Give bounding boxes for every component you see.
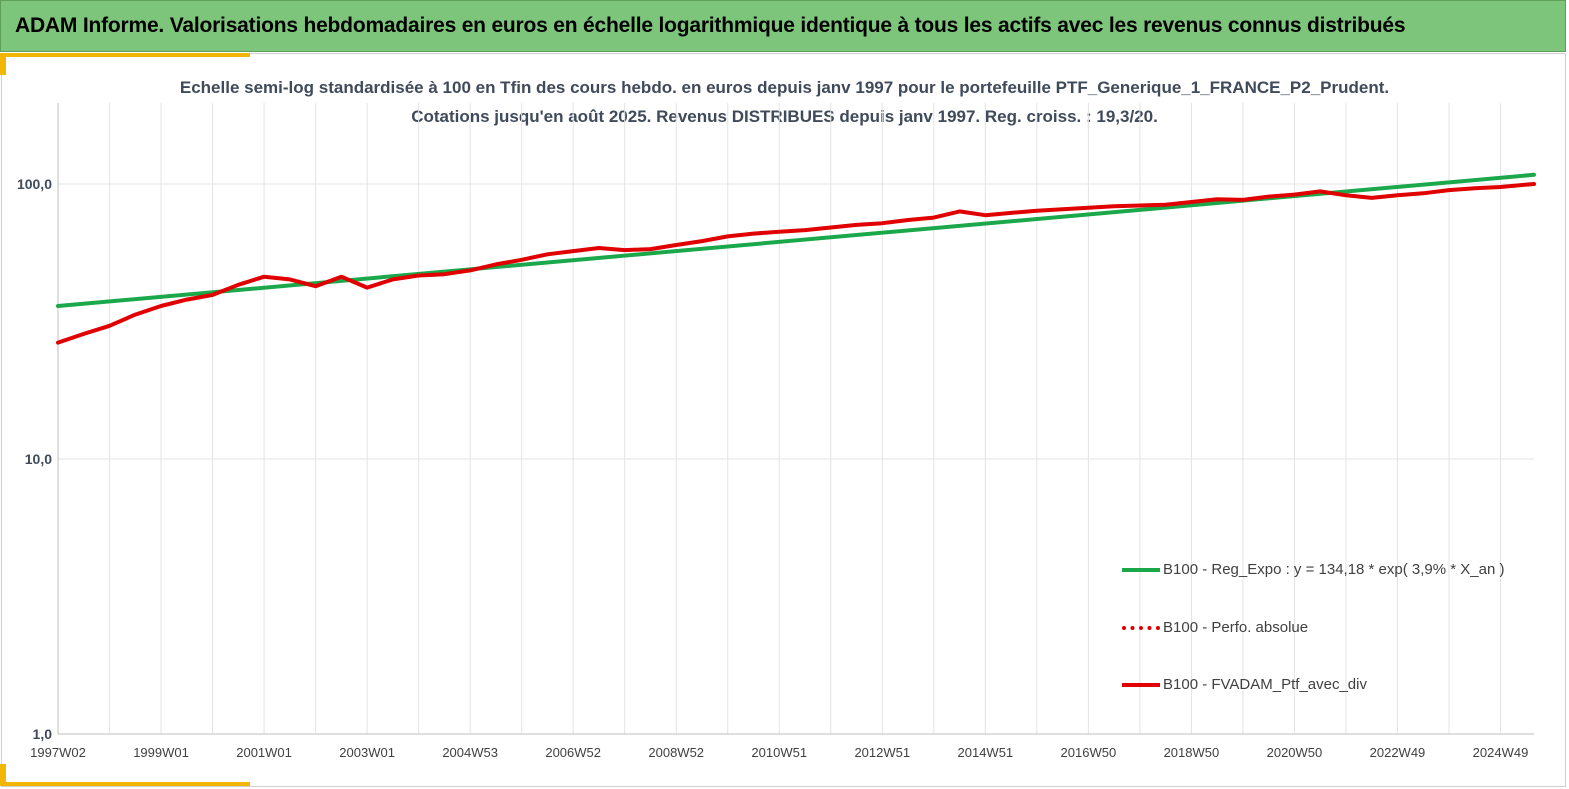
accent-bar-top-vertical [0,53,6,75]
series-line-2 [56,182,1536,345]
chart-grid [57,103,1534,735]
legend-label-portfolio: B100 - FVADAM_Ptf_avec_div [1163,676,1367,693]
y-tick-label: 1,0 [33,726,53,742]
x-tick-label: 2004W53 [442,745,498,760]
legend-swatch-regression [1122,568,1160,572]
legend-swatch-perfo-absolue [1122,626,1160,630]
series-line-0 [56,172,1536,308]
x-tick-label: 2006W52 [545,745,601,760]
chart-series [56,172,1536,345]
chart-title: Echelle semi-log standardisée à 100 en T… [179,78,1390,97]
chart-frame [1,53,1566,787]
x-tick-label: 2022W49 [1370,745,1426,760]
y-tick-label: 100,0 [17,176,52,192]
x-tick-label: 2024W49 [1473,745,1529,760]
chart-subtitle: Cotations jusqu'en août 2025. Revenus DI… [411,107,1158,126]
x-tick-label: 2016W50 [1061,745,1117,760]
x-tick-label: 2012W51 [854,745,910,760]
legend-label-regression: B100 - Reg_Expo : y = 134,18 * exp( 3,9%… [1163,561,1505,578]
y-tick-label: 10,0 [25,451,52,467]
x-tick-label: 1997W02 [30,745,86,760]
accent-bar-bottom-vertical [0,764,6,786]
report-banner-title: ADAM Informe. Valorisations hebdomadaire… [15,14,1406,37]
x-tick-label: 2018W50 [1164,745,1220,760]
accent-bar-bottom-horizontal [0,782,250,786]
x-tick-label: 2008W52 [648,745,704,760]
x-tick-label: 1999W01 [133,745,189,760]
x-tick-label: 2014W51 [958,745,1014,760]
x-tick-label: 2003W01 [339,745,395,760]
chart-axes: 1,0 10,0 100,0 1997W02 1999W01 2001W01 2003W01… [17,103,1534,760]
x-tick-label: 2001W01 [236,745,292,760]
legend-swatch-portfolio [1122,683,1160,687]
report-banner: ADAM Informe. Valorisations hebdomadaire… [0,0,1566,52]
x-tick-label: 2020W50 [1267,745,1323,760]
accent-bar-top-horizontal [0,53,250,57]
x-tick-label: 2010W51 [751,745,807,760]
legend-label-perfo-absolue: B100 - Perfo. absolue [1163,619,1309,636]
